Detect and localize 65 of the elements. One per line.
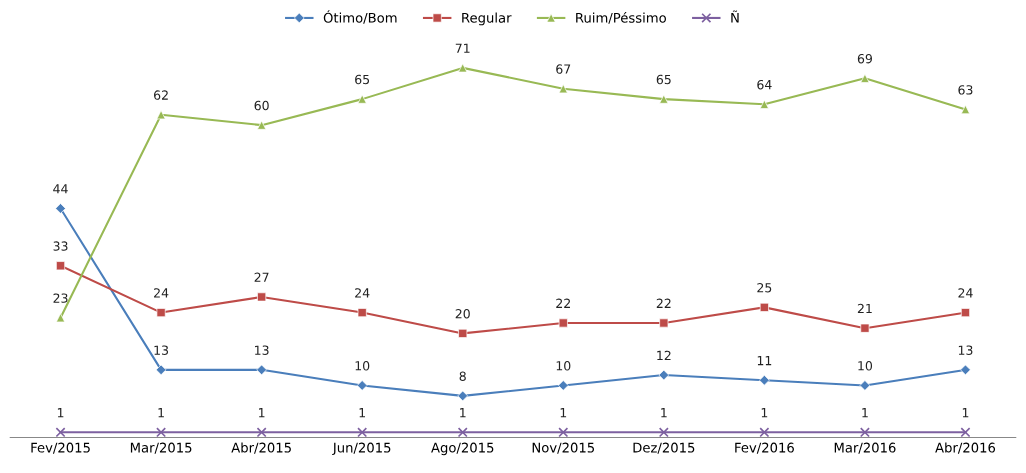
x-tick-label: Nov/2015 (532, 442, 595, 454)
point (357, 427, 368, 438)
legend-label: Ótimo/Bom (323, 10, 397, 24)
data-label: 10 (355, 361, 370, 371)
point (759, 302, 769, 312)
data-label: 71 (455, 43, 470, 53)
point (55, 427, 66, 438)
legend-label: Regular (462, 12, 512, 26)
data-label: 24 (958, 288, 973, 298)
data-label: 1 (661, 408, 667, 418)
data-label: 24 (154, 288, 169, 298)
data-label: 1 (460, 408, 466, 418)
point (759, 427, 770, 438)
data-label: 13 (958, 345, 973, 355)
point (960, 427, 971, 438)
legend-label: Ruim/Péssimo (576, 12, 666, 24)
data-label: 24 (355, 288, 370, 298)
data-label: 22 (656, 298, 671, 308)
data-label: 1 (962, 408, 969, 418)
data-label: 21 (857, 303, 872, 314)
data-label: 27 (254, 272, 269, 282)
point (558, 427, 569, 438)
data-label: 64 (757, 79, 772, 90)
data-label: 1 (259, 408, 265, 418)
data-label: 69 (857, 53, 872, 64)
data-label: 25 (757, 282, 772, 293)
data-label: 63 (958, 85, 973, 95)
x-tick-label: Fev/2016 (735, 442, 794, 454)
data-label: 60 (254, 100, 269, 111)
point (256, 427, 267, 438)
x-tick-label: Dez/2015 (633, 442, 695, 454)
data-label: 8 (459, 371, 466, 381)
data-label: 1 (359, 408, 365, 418)
x-tick-label: Ago/2015 (431, 442, 494, 456)
x-tick-label: Jun/2015 (332, 442, 391, 456)
x-tick-label: Mar/2016 (834, 442, 896, 454)
legend-label: Ñ (731, 10, 739, 23)
data-label: 33 (53, 241, 68, 251)
data-label: 1 (158, 408, 164, 418)
x-tick-label: Abr/2015 (231, 442, 291, 454)
data-label: 65 (355, 74, 370, 85)
data-label: 65 (656, 74, 671, 85)
data-label: 1 (761, 408, 768, 418)
data-label: 20 (455, 309, 470, 319)
x-tick-label: Mar/2015 (130, 442, 192, 454)
data-label: 23 (53, 293, 68, 303)
point (658, 427, 669, 438)
point (457, 427, 468, 438)
data-label: 11 (757, 356, 772, 366)
x-tick-label: Fev/2015 (31, 442, 90, 454)
data-label: 22 (556, 298, 570, 308)
data-label: 12 (657, 350, 671, 360)
data-label: 1 (560, 408, 567, 418)
data-label: 44 (53, 184, 68, 194)
data-label: 13 (154, 345, 169, 355)
data-label: 13 (255, 345, 269, 355)
data-label: 10 (556, 361, 571, 371)
x-tick-label: Abr/2016 (935, 442, 996, 454)
data-label: 62 (154, 90, 168, 100)
data-label: 1 (57, 408, 64, 418)
data-label: 1 (862, 408, 868, 418)
point (859, 427, 870, 438)
data-label: 10 (858, 361, 873, 371)
point (156, 427, 167, 438)
data-label: 67 (556, 64, 571, 74)
